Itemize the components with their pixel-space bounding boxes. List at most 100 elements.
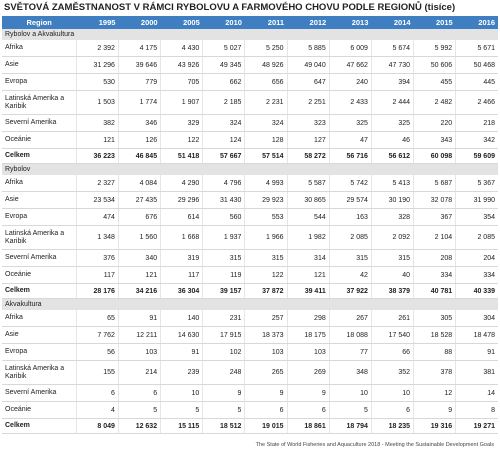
cell-value: 376 [75,249,119,267]
cell-value: 14 630 [160,326,203,344]
cell-value: 381 [455,360,498,385]
cell-value: 4 290 [160,175,203,192]
cell-value: 4 796 [202,175,245,192]
cell-value: 31 296 [75,56,119,74]
cell-value: 340 [117,249,161,267]
cell-value: 239 [160,360,203,385]
cell-value: 9 [286,384,330,402]
cell-value: 46 [370,131,414,149]
cell-value: 15 115 [160,418,203,434]
cell-value: 1 907 [160,90,203,115]
cell-value: 117 [160,266,203,284]
cell-value: 2 251 [286,90,330,115]
cell-value: 163 [328,208,372,226]
cell-value: 18 478 [455,326,498,344]
cell-value: 352 [370,360,414,385]
row-label: Celkem [2,283,77,299]
cell-value: 36 304 [160,283,203,299]
cell-value: 6 [117,384,161,402]
cell-value: 2 085 [455,225,498,250]
data-row: Afrika 2 327 4 084 4 290 4 796 4 993 5 587 5 74… [2,175,498,192]
cell-value: 2 085 [328,225,372,250]
cell-value: 2 327 [75,175,119,192]
cell-value: 126 [117,131,161,149]
cell-value: 18 794 [328,418,372,434]
cell-value: 49 040 [286,56,330,74]
cell-value: 346 [117,114,161,132]
column-header: 1995 [76,16,119,29]
cell-value: 128 [244,131,288,149]
data-row: Severní Amerika 382 346 329 324 324 323 325 325 2… [2,114,498,132]
data-row: Latinská Amerika a Karibik 1 503 1 774 1 90… [2,90,498,115]
cell-value: 319 [160,249,203,267]
cell-value: 9 [413,401,456,419]
cell-value: 204 [455,249,498,267]
cell-value: 140 [160,310,203,327]
cell-value: 7 762 [75,326,119,344]
cell-value: 31 990 [455,191,498,209]
column-header: 2016 [455,16,498,29]
cell-value: 103 [244,343,288,361]
cell-value: 323 [286,114,330,132]
cell-value: 5 [328,401,372,419]
cell-value: 88 [413,343,456,361]
section-title: Akvakultura [2,298,498,310]
cell-value: 91 [455,343,498,361]
cell-value: 325 [328,114,372,132]
section-title: Rybolov [2,163,498,175]
cell-value: 103 [117,343,161,361]
cell-value: 122 [244,266,288,284]
cell-value: 2 444 [370,90,414,115]
cell-value: 6 [244,401,288,419]
cell-value: 2 482 [413,90,456,115]
cell-value: 614 [160,208,203,226]
cell-value: 9 [202,384,245,402]
cell-value: 248 [202,360,245,385]
cell-value: 27 435 [117,191,161,209]
cell-value: 544 [286,208,330,226]
cell-value: 30 190 [370,191,414,209]
cell-value: 214 [117,360,161,385]
column-header: 2014 [371,16,414,29]
cell-value: 328 [370,208,414,226]
cell-value: 6 [370,401,414,419]
cell-value: 18 235 [370,418,414,434]
cell-value: 2 092 [370,225,414,250]
cell-value: 28 176 [75,283,119,299]
row-label: Evropa [2,208,77,226]
column-header: 2005 [160,16,203,29]
cell-value: 18 088 [328,326,372,344]
cell-value: 4 993 [244,175,288,192]
employment-table: Region 1995 2000 2005 2010 2011 2012 2013 2014 20… [2,16,498,434]
cell-value: 59 609 [455,148,498,164]
cell-value: 2 231 [244,90,288,115]
total-row: Celkem 28 176 34 216 36 304 39 157 37 872 39 4… [2,283,498,299]
cell-value: 5 413 [370,175,414,192]
data-row: Afrika 2 392 4 175 4 430 5 027 5 250 5 885 6 00… [2,40,498,57]
cell-value: 91 [117,310,161,327]
cell-value: 304 [455,310,498,327]
cell-value: 1 937 [202,225,245,250]
cell-value: 29 296 [160,191,203,209]
data-row: Latinská Amerika a Karibik 155 214 239 248 26… [2,360,498,385]
cell-value: 5 250 [244,40,288,57]
cell-value: 119 [202,266,245,284]
cell-value: 117 [75,266,119,284]
cell-value: 218 [455,114,498,132]
cell-value: 47 662 [328,56,372,74]
cell-value: 18 373 [244,326,288,344]
cell-value: 474 [75,208,119,226]
data-row: Severní Amerika 6 6 10 9 9 9 10 10 12 14 [2,384,498,402]
row-label: Severní Amerika [2,384,77,402]
cell-value: 30 865 [286,191,330,209]
cell-value: 257 [244,310,288,327]
cell-value: 47 [328,131,372,149]
cell-value: 220 [413,114,456,132]
row-label: Evropa [2,343,77,361]
data-row: Oceánie 117 121 117 119 122 121 42 40 334 334 [2,266,498,284]
cell-value: 298 [286,310,330,327]
data-row: Evropa 530 779 705 662 656 647 240 394 455 445 [2,73,498,91]
cell-value: 103 [286,343,330,361]
cell-value: 269 [286,360,330,385]
cell-value: 4 [75,401,119,419]
